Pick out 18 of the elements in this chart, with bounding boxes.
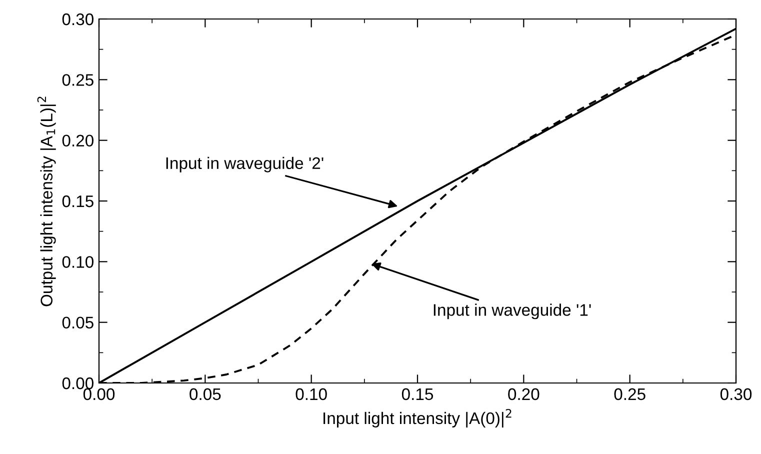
annotation: Input in waveguide '1' bbox=[434, 304, 591, 320]
y-tick-label: 0.10 bbox=[62, 256, 94, 268]
x-tick-label: 0.05 bbox=[190, 388, 221, 400]
x-tick-label: 0.10 bbox=[296, 388, 327, 400]
y-tick-label: 0.20 bbox=[62, 134, 94, 147]
annotation: Input in waveguide '2' bbox=[166, 156, 324, 172]
x-tick-label: 0.30 bbox=[720, 388, 752, 400]
x-tick-label: 0.15 bbox=[402, 388, 434, 400]
x-tick-label: 0.20 bbox=[508, 388, 540, 400]
x-tick-label: 0.25 bbox=[614, 388, 646, 400]
y-tick-label: 0.05 bbox=[62, 316, 94, 329]
y-tick-label: 0.30 bbox=[62, 13, 94, 26]
y-tick-label: 0.25 bbox=[62, 74, 94, 86]
y-tick-label: 0.15 bbox=[62, 195, 94, 208]
x-axis-title: Input light intensity |A(0)|$^{2}$ bbox=[324, 408, 512, 428]
x-tick-label: 0.00 bbox=[83, 388, 115, 400]
y-axis-title: Output light intensity |A$_{1}$(L)|$^{2}$ bbox=[37, 96, 56, 306]
y-tick-label: 0.00 bbox=[62, 377, 94, 390]
